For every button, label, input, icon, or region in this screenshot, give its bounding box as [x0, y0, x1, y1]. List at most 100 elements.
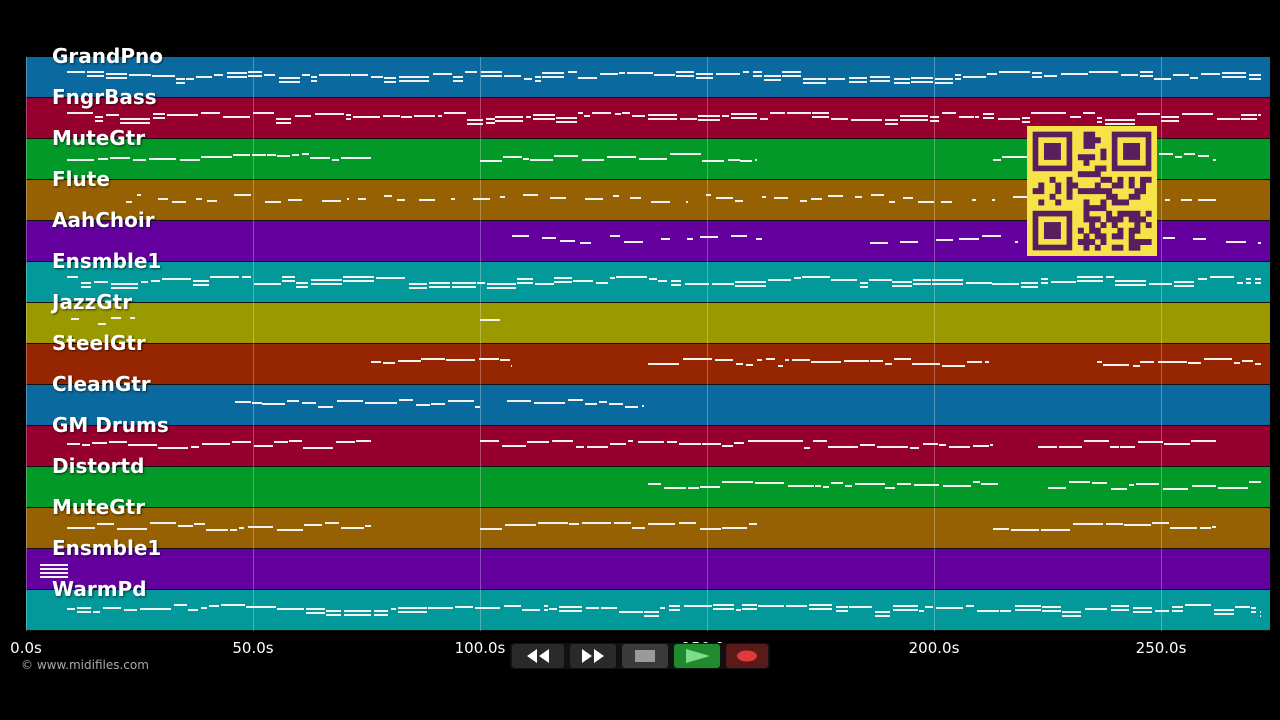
grid-line: [253, 57, 254, 631]
note: [973, 445, 990, 447]
time-tick-label: 250.0s: [1135, 639, 1187, 657]
note: [137, 194, 141, 196]
note: [288, 199, 303, 201]
note: [637, 441, 665, 443]
note: [40, 576, 68, 578]
note: [924, 606, 933, 608]
transport-controls: [510, 643, 770, 669]
note: [1002, 156, 1029, 158]
track-label: JazzGtr: [52, 290, 133, 314]
record-button[interactable]: [726, 644, 768, 668]
note: [340, 527, 364, 529]
note: [785, 605, 807, 607]
track-lane: [26, 590, 1270, 631]
note: [1157, 361, 1188, 363]
note: [106, 77, 127, 79]
note: [823, 486, 830, 488]
note: [581, 159, 604, 161]
note: [762, 196, 767, 198]
stop-button[interactable]: [622, 644, 668, 668]
note: [967, 361, 982, 363]
note: [1241, 118, 1257, 120]
time-tick-label: 200.0s: [908, 639, 960, 657]
note: [764, 79, 781, 81]
stop-icon: [635, 650, 655, 662]
note: [613, 522, 632, 524]
note: [453, 80, 464, 82]
note: [1180, 199, 1193, 201]
note: [556, 117, 578, 119]
note: [715, 359, 733, 361]
note: [1129, 484, 1135, 486]
note: [526, 116, 532, 118]
track-label: GM Drums: [52, 413, 169, 437]
track-label: AahChoir: [52, 208, 155, 232]
note: [931, 283, 963, 285]
note: [1061, 615, 1082, 617]
note: [860, 444, 875, 446]
note: [343, 610, 371, 612]
note: [910, 77, 934, 79]
note: [40, 564, 68, 566]
note: [579, 242, 591, 244]
note: [868, 279, 892, 281]
note: [755, 159, 757, 161]
note: [757, 359, 763, 361]
note: [848, 606, 873, 608]
track-label: MuteGtr: [52, 495, 146, 519]
note: [705, 194, 712, 196]
note: [326, 614, 342, 616]
note: [1174, 156, 1183, 158]
note: [162, 278, 192, 280]
note: [731, 117, 758, 119]
note: [803, 78, 826, 80]
note: [397, 199, 405, 201]
note: [200, 156, 233, 158]
note: [201, 607, 207, 609]
note: [622, 112, 631, 114]
note: [511, 235, 530, 237]
time-tick-label: 50.0s: [232, 639, 274, 657]
note: [735, 281, 766, 283]
note: [1246, 278, 1252, 280]
note: [612, 195, 620, 197]
note: [1097, 361, 1103, 363]
note: [428, 286, 451, 288]
note: [251, 402, 262, 404]
note: [765, 358, 775, 360]
note: [214, 74, 224, 76]
note: [1221, 76, 1247, 78]
note: [782, 75, 802, 77]
note: [1106, 276, 1114, 278]
fast-forward-button[interactable]: [570, 644, 616, 668]
qr-code-icon: [1032, 131, 1152, 251]
note: [318, 406, 334, 408]
play-button[interactable]: [674, 644, 720, 668]
note: [87, 71, 104, 73]
note: [209, 605, 219, 607]
note: [648, 118, 677, 120]
note: [941, 201, 953, 203]
note: [685, 201, 689, 203]
note: [972, 199, 977, 201]
note: [918, 201, 934, 203]
note: [141, 281, 149, 283]
note: [174, 604, 188, 606]
note: [1241, 114, 1257, 116]
note: [102, 607, 122, 609]
note: [1197, 199, 1216, 201]
note: [150, 522, 177, 524]
note: [253, 445, 273, 447]
note: [893, 78, 911, 80]
note: [1258, 242, 1261, 244]
note: [446, 359, 475, 361]
note: [1198, 155, 1209, 157]
note: [295, 286, 308, 288]
rewind-button[interactable]: [512, 644, 564, 668]
note: [133, 159, 146, 161]
note: [948, 446, 970, 448]
note: [584, 115, 591, 117]
note: [158, 198, 168, 200]
note: [1254, 363, 1261, 365]
note: [599, 401, 608, 403]
